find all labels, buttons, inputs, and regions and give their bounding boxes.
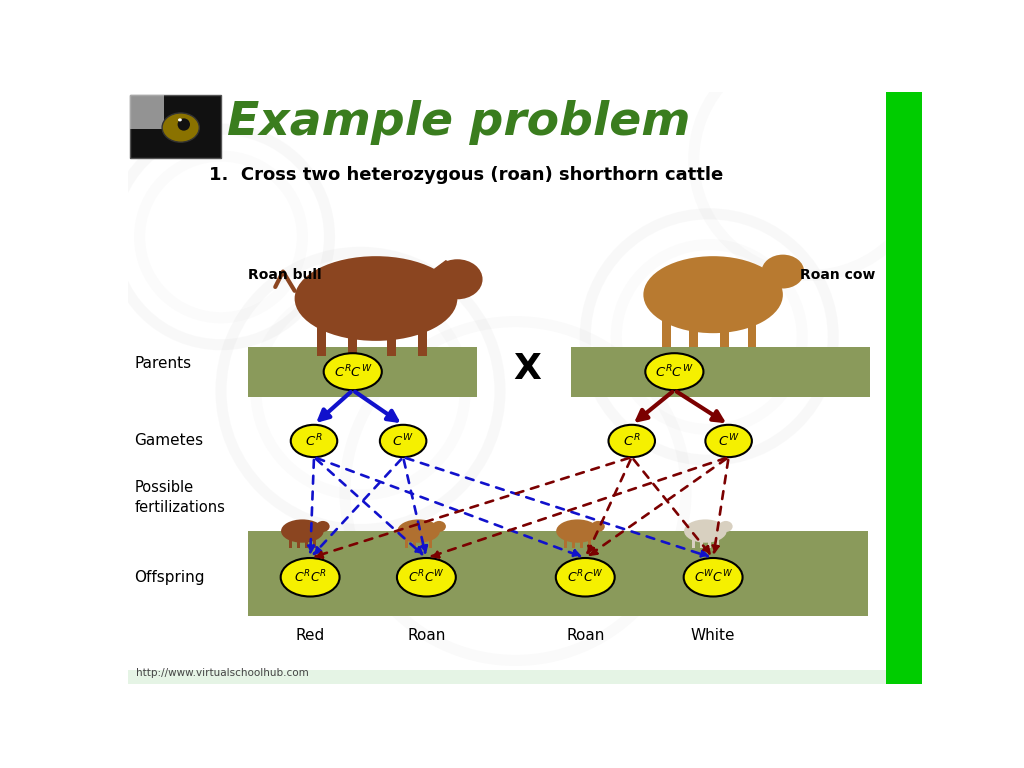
FancyBboxPatch shape	[130, 95, 165, 129]
FancyBboxPatch shape	[581, 539, 584, 548]
FancyBboxPatch shape	[387, 324, 396, 356]
FancyBboxPatch shape	[429, 539, 432, 548]
FancyBboxPatch shape	[297, 539, 300, 548]
FancyBboxPatch shape	[248, 531, 868, 616]
Ellipse shape	[162, 113, 200, 142]
FancyBboxPatch shape	[317, 324, 327, 356]
FancyBboxPatch shape	[312, 539, 315, 548]
Ellipse shape	[291, 425, 337, 457]
FancyBboxPatch shape	[886, 92, 922, 684]
FancyBboxPatch shape	[663, 318, 671, 347]
Ellipse shape	[281, 519, 324, 543]
FancyBboxPatch shape	[289, 539, 292, 548]
Text: $C^RC^W$: $C^RC^W$	[567, 569, 603, 585]
Text: $C^R$: $C^R$	[623, 432, 641, 449]
Text: Roan cow: Roan cow	[801, 267, 876, 282]
Ellipse shape	[281, 558, 340, 597]
Text: 1.  Cross two heterozygous (roan) shorthorn cattle: 1. Cross two heterozygous (roan) shortho…	[209, 166, 724, 184]
Text: X: X	[513, 353, 541, 386]
Text: White: White	[691, 628, 735, 644]
Ellipse shape	[397, 558, 456, 597]
Ellipse shape	[645, 353, 703, 390]
FancyBboxPatch shape	[709, 539, 711, 548]
Polygon shape	[591, 524, 600, 534]
Ellipse shape	[684, 519, 727, 543]
Ellipse shape	[762, 255, 804, 289]
FancyBboxPatch shape	[571, 539, 574, 548]
Text: Example problem: Example problem	[227, 100, 691, 145]
Polygon shape	[316, 524, 326, 534]
Text: Offspring: Offspring	[134, 570, 205, 584]
Text: Roan: Roan	[566, 628, 604, 644]
FancyBboxPatch shape	[305, 539, 308, 548]
FancyBboxPatch shape	[748, 318, 756, 347]
FancyBboxPatch shape	[248, 347, 477, 397]
FancyBboxPatch shape	[422, 539, 424, 548]
Ellipse shape	[556, 558, 614, 597]
Ellipse shape	[591, 521, 605, 532]
Ellipse shape	[684, 558, 742, 597]
Text: $C^RC^W$: $C^RC^W$	[655, 363, 693, 380]
Text: Parents: Parents	[134, 356, 191, 372]
Ellipse shape	[556, 519, 599, 543]
FancyBboxPatch shape	[699, 539, 702, 548]
Ellipse shape	[178, 118, 182, 121]
Text: $C^RC^W$: $C^RC^W$	[409, 569, 444, 585]
Ellipse shape	[432, 521, 445, 532]
Polygon shape	[760, 260, 791, 291]
Ellipse shape	[643, 257, 783, 333]
Ellipse shape	[316, 521, 330, 532]
FancyBboxPatch shape	[689, 318, 698, 347]
Ellipse shape	[397, 519, 440, 543]
Polygon shape	[430, 260, 461, 291]
Text: http://www.virtualschoolhub.com: http://www.virtualschoolhub.com	[136, 668, 308, 678]
Text: $C^R$: $C^R$	[305, 432, 323, 449]
Ellipse shape	[432, 260, 482, 300]
FancyBboxPatch shape	[413, 539, 416, 548]
FancyBboxPatch shape	[348, 324, 357, 356]
Ellipse shape	[380, 425, 426, 457]
Text: Possible
fertilizations: Possible fertilizations	[134, 480, 225, 515]
Polygon shape	[432, 524, 441, 534]
FancyBboxPatch shape	[588, 539, 591, 548]
Ellipse shape	[324, 353, 382, 390]
Ellipse shape	[719, 521, 732, 532]
Text: Gametes: Gametes	[134, 433, 204, 449]
Text: Roan bull: Roan bull	[248, 267, 322, 282]
FancyBboxPatch shape	[130, 95, 221, 158]
FancyBboxPatch shape	[571, 347, 869, 397]
FancyBboxPatch shape	[716, 539, 719, 548]
FancyBboxPatch shape	[418, 324, 427, 356]
Text: $C^RC^R$: $C^RC^R$	[294, 569, 327, 585]
FancyBboxPatch shape	[564, 539, 567, 548]
Text: Roan: Roan	[408, 628, 445, 644]
Text: $C^RC^W$: $C^RC^W$	[334, 363, 372, 380]
Polygon shape	[719, 524, 728, 534]
FancyBboxPatch shape	[406, 539, 409, 548]
Text: $C^WC^W$: $C^WC^W$	[693, 569, 732, 585]
Ellipse shape	[608, 425, 655, 457]
Ellipse shape	[177, 118, 190, 131]
FancyBboxPatch shape	[692, 539, 695, 548]
Text: $C^W$: $C^W$	[392, 432, 414, 449]
Text: $C^W$: $C^W$	[718, 432, 739, 449]
Text: Red: Red	[296, 628, 325, 644]
FancyBboxPatch shape	[128, 670, 886, 684]
Ellipse shape	[706, 425, 752, 457]
FancyBboxPatch shape	[721, 318, 729, 347]
Ellipse shape	[295, 257, 458, 341]
